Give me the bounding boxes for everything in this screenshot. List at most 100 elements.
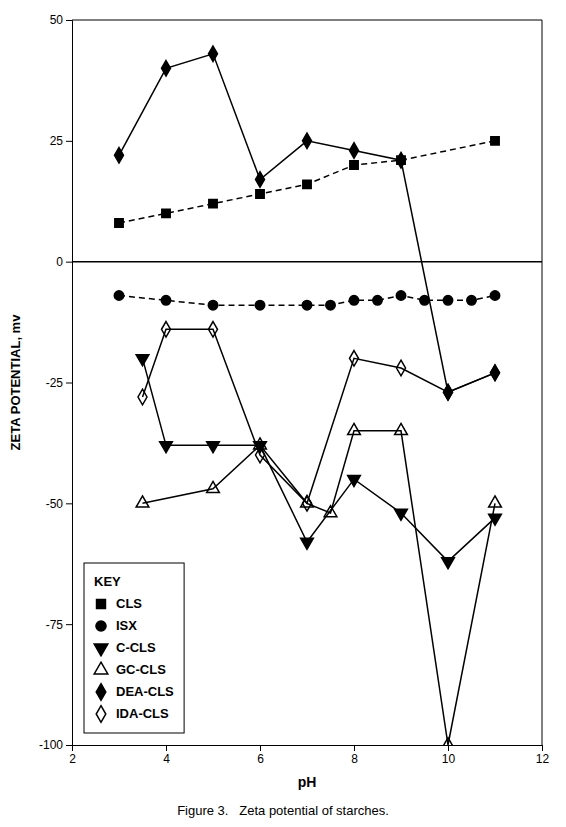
tick-mark (66, 503, 72, 504)
series (114, 291, 499, 310)
point (395, 423, 408, 434)
tick: -25 (46, 376, 72, 390)
point (138, 389, 147, 405)
tick: 25 (50, 134, 72, 148)
legend: KEYCLSISXC-CLSGC-CLSDEA-CLSIDA-CLS (84, 563, 184, 733)
point (443, 296, 452, 305)
legend-label: C-CLS (116, 640, 156, 655)
tick-mark (542, 745, 543, 751)
legend-symbol (96, 621, 106, 631)
tick: -100 (39, 738, 72, 752)
point (256, 172, 265, 188)
legend-symbol (96, 684, 106, 701)
y-axis-title: ZETA POTENTIAL, mv (8, 314, 23, 451)
tick-mark (166, 745, 167, 751)
frame (72, 20, 542, 21)
point (114, 291, 123, 300)
point (350, 351, 359, 367)
tick: 10 (442, 745, 456, 766)
point (115, 148, 124, 164)
tick-label: 8 (351, 752, 358, 766)
point (162, 61, 171, 77)
title: Figure 3. Zeta potential of starches. (177, 803, 389, 818)
point (161, 296, 170, 305)
point (303, 180, 311, 188)
point (349, 296, 358, 305)
point (256, 190, 264, 198)
point (420, 296, 429, 305)
legend-symbol (94, 644, 108, 656)
x-axis-title: pH (298, 774, 317, 790)
axis-line (66, 21, 73, 746)
point (348, 423, 361, 434)
tick-mark (66, 383, 72, 384)
tick-label: -50 (46, 497, 64, 511)
tick-label: 50 (50, 13, 64, 27)
point (208, 300, 217, 309)
legend-box (84, 563, 184, 733)
frame (542, 20, 543, 745)
plot-area: 24681012-100-75-50-2502550KEYCLSISXC-CLS… (39, 13, 550, 765)
point (489, 496, 502, 507)
series-line (119, 141, 495, 223)
point (207, 442, 220, 453)
point (209, 199, 217, 207)
point (115, 219, 123, 227)
point (350, 161, 358, 169)
point (303, 133, 312, 149)
point (444, 384, 453, 400)
point (397, 152, 406, 168)
tick: 6 (257, 745, 264, 766)
legend-symbol (97, 600, 106, 609)
series (115, 46, 500, 400)
tick-mark (448, 745, 449, 751)
point (326, 300, 335, 309)
tick-mark (260, 745, 261, 751)
point (136, 355, 149, 366)
legend-symbol (96, 706, 106, 723)
point (302, 300, 311, 309)
legend-symbol (94, 662, 108, 674)
point (396, 291, 405, 300)
reference-line (72, 261, 542, 263)
series (115, 137, 499, 228)
legend-label: CLS (116, 596, 142, 611)
point (303, 496, 312, 512)
series-line (143, 329, 496, 503)
tick: 8 (351, 745, 358, 766)
point (162, 209, 170, 217)
tick-label: -75 (46, 618, 64, 632)
tick-label: 12 (536, 752, 550, 766)
tick: 12 (536, 745, 550, 766)
tick: 0 (56, 255, 72, 269)
legend-label: GC-CLS (116, 662, 166, 677)
point (207, 481, 220, 492)
tick: -75 (46, 618, 72, 632)
tick-mark (354, 745, 355, 751)
point (395, 509, 408, 520)
point (491, 137, 499, 145)
series-line (119, 54, 495, 392)
point (209, 322, 218, 338)
tick-mark (66, 262, 72, 263)
point (256, 447, 265, 463)
tick-label: 10 (442, 752, 456, 766)
point (373, 296, 382, 305)
point (162, 322, 171, 338)
legend-label: DEA-CLS (116, 684, 174, 699)
series-line (143, 431, 496, 745)
point (397, 360, 406, 376)
legend-label: IDA-CLS (116, 706, 169, 721)
tick-label: -25 (46, 376, 64, 390)
point (490, 291, 499, 300)
legend-title: KEY (94, 574, 121, 589)
point (301, 538, 314, 549)
tick-mark (66, 624, 72, 625)
tick: -50 (46, 497, 72, 511)
tick: 2 (69, 745, 76, 766)
tick-label: 4 (163, 752, 170, 766)
tick-mark (66, 141, 72, 142)
point (255, 300, 264, 309)
tick-label: 0 (56, 255, 63, 269)
point (160, 442, 173, 453)
